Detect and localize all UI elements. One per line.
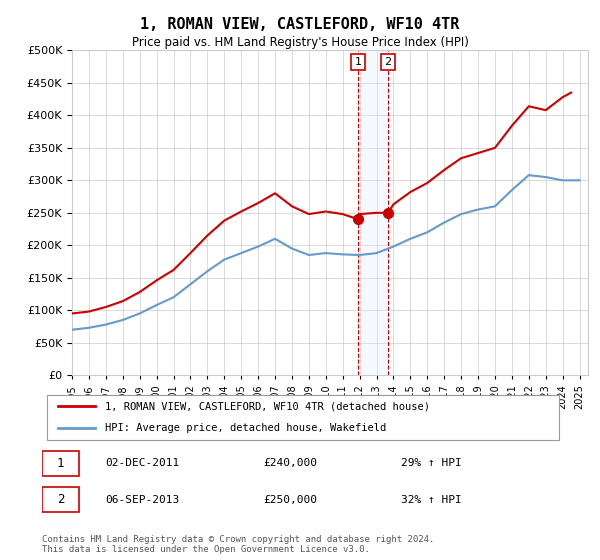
Text: Price paid vs. HM Land Registry's House Price Index (HPI): Price paid vs. HM Land Registry's House … <box>131 36 469 49</box>
Text: 1, ROMAN VIEW, CASTLEFORD, WF10 4TR: 1, ROMAN VIEW, CASTLEFORD, WF10 4TR <box>140 17 460 32</box>
Text: 1: 1 <box>57 457 64 470</box>
FancyBboxPatch shape <box>42 487 79 512</box>
Text: 1: 1 <box>355 57 362 67</box>
Text: Contains HM Land Registry data © Crown copyright and database right 2024.
This d: Contains HM Land Registry data © Crown c… <box>42 535 434 554</box>
Text: 1, ROMAN VIEW, CASTLEFORD, WF10 4TR (detached house): 1, ROMAN VIEW, CASTLEFORD, WF10 4TR (det… <box>106 401 430 411</box>
Text: 02-DEC-2011: 02-DEC-2011 <box>106 459 179 468</box>
Bar <box>358 50 388 375</box>
FancyBboxPatch shape <box>42 451 79 476</box>
Text: HPI: Average price, detached house, Wakefield: HPI: Average price, detached house, Wake… <box>106 423 386 433</box>
FancyBboxPatch shape <box>47 394 559 440</box>
Text: 06-SEP-2013: 06-SEP-2013 <box>106 495 179 505</box>
Text: £240,000: £240,000 <box>264 459 318 468</box>
Text: 32% ↑ HPI: 32% ↑ HPI <box>401 495 462 505</box>
Text: 2: 2 <box>384 57 391 67</box>
Text: 2: 2 <box>57 493 64 506</box>
Text: 29% ↑ HPI: 29% ↑ HPI <box>401 459 462 468</box>
Text: £250,000: £250,000 <box>264 495 318 505</box>
